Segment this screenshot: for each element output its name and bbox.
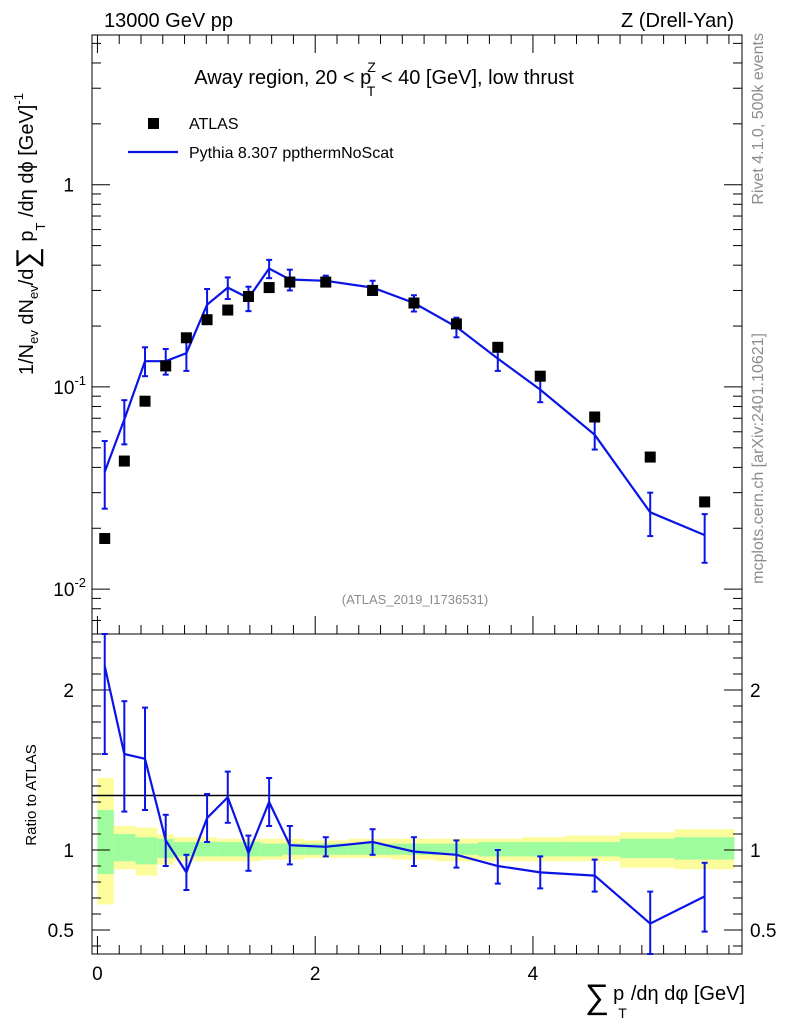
ratio-band-stat xyxy=(173,842,196,857)
ratio-band-stat xyxy=(620,838,675,858)
mc-line xyxy=(103,267,706,537)
ratio-y-tick-label-right: 2 xyxy=(750,681,761,702)
ratio-data-layer xyxy=(101,633,708,955)
y-tick-label-base: 1 xyxy=(63,176,74,197)
atlas-data-point xyxy=(284,276,296,288)
ratio-band-stat xyxy=(282,843,305,855)
x-tick-label: 2 xyxy=(310,964,321,985)
y-tick-label: 1 xyxy=(63,176,74,197)
ratio-band-stat xyxy=(260,843,283,857)
ratio-band-stat xyxy=(113,834,136,862)
y-tick-label-base: 10 xyxy=(53,378,74,399)
atlas-data-point xyxy=(699,496,711,508)
source-label: mcplots.cern.ch [arXiv:2401.10621] xyxy=(750,333,767,584)
ratio-y-tick-label-left: 1 xyxy=(63,841,74,862)
y-tick-label: 10-2 xyxy=(53,575,86,601)
legend-atlas-marker xyxy=(148,118,159,129)
plot-title: Away region, 20 < pZ T < 40 [GeV], low th… xyxy=(194,59,574,99)
title-post: < 40 [GeV], low thrust xyxy=(375,67,574,89)
atlas-data-point xyxy=(222,304,234,316)
main-y-axis-title: 1/Nev dNev/d∑ pT /dη dϕ [GeV]-1 xyxy=(11,93,48,375)
ratio-band-stat xyxy=(195,842,218,857)
ratio-band-stat xyxy=(347,843,392,855)
atlas-data-point xyxy=(160,360,172,372)
xlabel-rest: /dη dφ [GeV] xyxy=(631,983,745,1005)
atlas-data-point xyxy=(644,451,656,463)
atlas-data-point xyxy=(450,318,462,330)
rivet-version-label: Rivet 4.1.0, 500k events xyxy=(750,33,767,205)
ratio-y-tick-label-right: 0.5 xyxy=(750,921,776,942)
y-tick-label-exp: -1 xyxy=(74,373,86,388)
y-tick-label: 10-1 xyxy=(53,373,86,399)
title-pre: Away region, 20 < p xyxy=(194,67,371,89)
ratio-ticks: 0 2 4 0.5 0.5 1 1 2 2 xyxy=(48,641,776,985)
atlas-data-point xyxy=(180,332,192,344)
ratio-y-tick-label-right: 1 xyxy=(750,841,761,862)
ratio-y-tick-label-left: 0.5 xyxy=(48,921,74,942)
ratio-band-stat xyxy=(565,842,621,857)
ylabel-sub-t: T xyxy=(33,223,48,231)
ylabel-sub-ev-2: ev xyxy=(26,285,41,299)
ylabel-part-2: dN xyxy=(16,299,38,330)
ylabel-sub-ev-1: ev xyxy=(26,330,41,344)
ratio-band-stat xyxy=(217,842,239,857)
ratio-y-axis-title: Ratio to ATLAS xyxy=(23,744,40,845)
header-right: Z (Drell-Yan) xyxy=(621,10,734,32)
ylabel-sum: ∑ xyxy=(11,247,44,268)
ratio-bands xyxy=(97,778,735,905)
atlas-data-point xyxy=(408,297,420,309)
atlas-data-point xyxy=(367,284,379,296)
ylabel-part-3: /d xyxy=(16,269,38,286)
atlas-data-point xyxy=(242,291,254,303)
ylabel-part-1: 1/N xyxy=(16,344,38,375)
analysis-watermark: (ATLAS_2019_I1736531) xyxy=(342,592,488,607)
xlabel-p: p xyxy=(613,983,624,1005)
title-sup: Z xyxy=(367,59,376,75)
legend-mc-label: Pythia 8.307 ppthermNoScat xyxy=(189,145,394,162)
ratio-band-stat xyxy=(97,810,114,874)
header-left: 13000 GeV pp xyxy=(104,10,233,32)
x-tick-label: 0 xyxy=(92,964,103,985)
ylabel-part-4: p xyxy=(16,231,38,248)
atlas-data-point xyxy=(99,533,111,545)
atlas-data-point xyxy=(139,395,151,407)
y-tick-label-exp: -2 xyxy=(74,575,86,590)
atlas-data-point xyxy=(201,314,213,326)
atlas-data-point xyxy=(534,370,546,382)
ratio-y-tick-label-left: 2 xyxy=(63,681,74,702)
x-tick-label: 4 xyxy=(528,964,539,985)
xlabel-sum: ∑ xyxy=(585,978,609,1016)
ratio-panel: 0 2 4 0.5 0.5 1 1 2 2 xyxy=(48,633,776,985)
atlas-data-point xyxy=(320,276,332,288)
main-panel: 10-210-11 Away region, 20 < pZ T < 40 [Ge… xyxy=(53,34,743,635)
ratio-band-stat xyxy=(135,837,158,865)
main-ticks xyxy=(92,35,742,635)
ratio-band-stat xyxy=(522,842,566,857)
ylabel-part-5: /dη dϕ [GeV] xyxy=(16,105,38,223)
ylabel-sup: -1 xyxy=(11,93,26,105)
ratio-frame xyxy=(91,633,743,955)
atlas-data-point xyxy=(492,341,504,353)
main-data-layer xyxy=(99,258,711,564)
atlas-data-point xyxy=(589,411,601,423)
xlabel-sub: T xyxy=(618,1005,627,1021)
y-tick-label-base: 10 xyxy=(53,580,74,601)
atlas-data-point xyxy=(118,455,130,467)
main-y-tick-labels: 10-210-11 xyxy=(53,176,86,601)
legend-atlas-label: ATLAS xyxy=(189,116,239,133)
atlas-data-point xyxy=(263,282,275,294)
x-axis-title: ∑ p T/dη dφ [GeV] xyxy=(585,978,745,1021)
title-sub: T xyxy=(367,83,376,99)
ratio-band-stat xyxy=(674,837,735,860)
